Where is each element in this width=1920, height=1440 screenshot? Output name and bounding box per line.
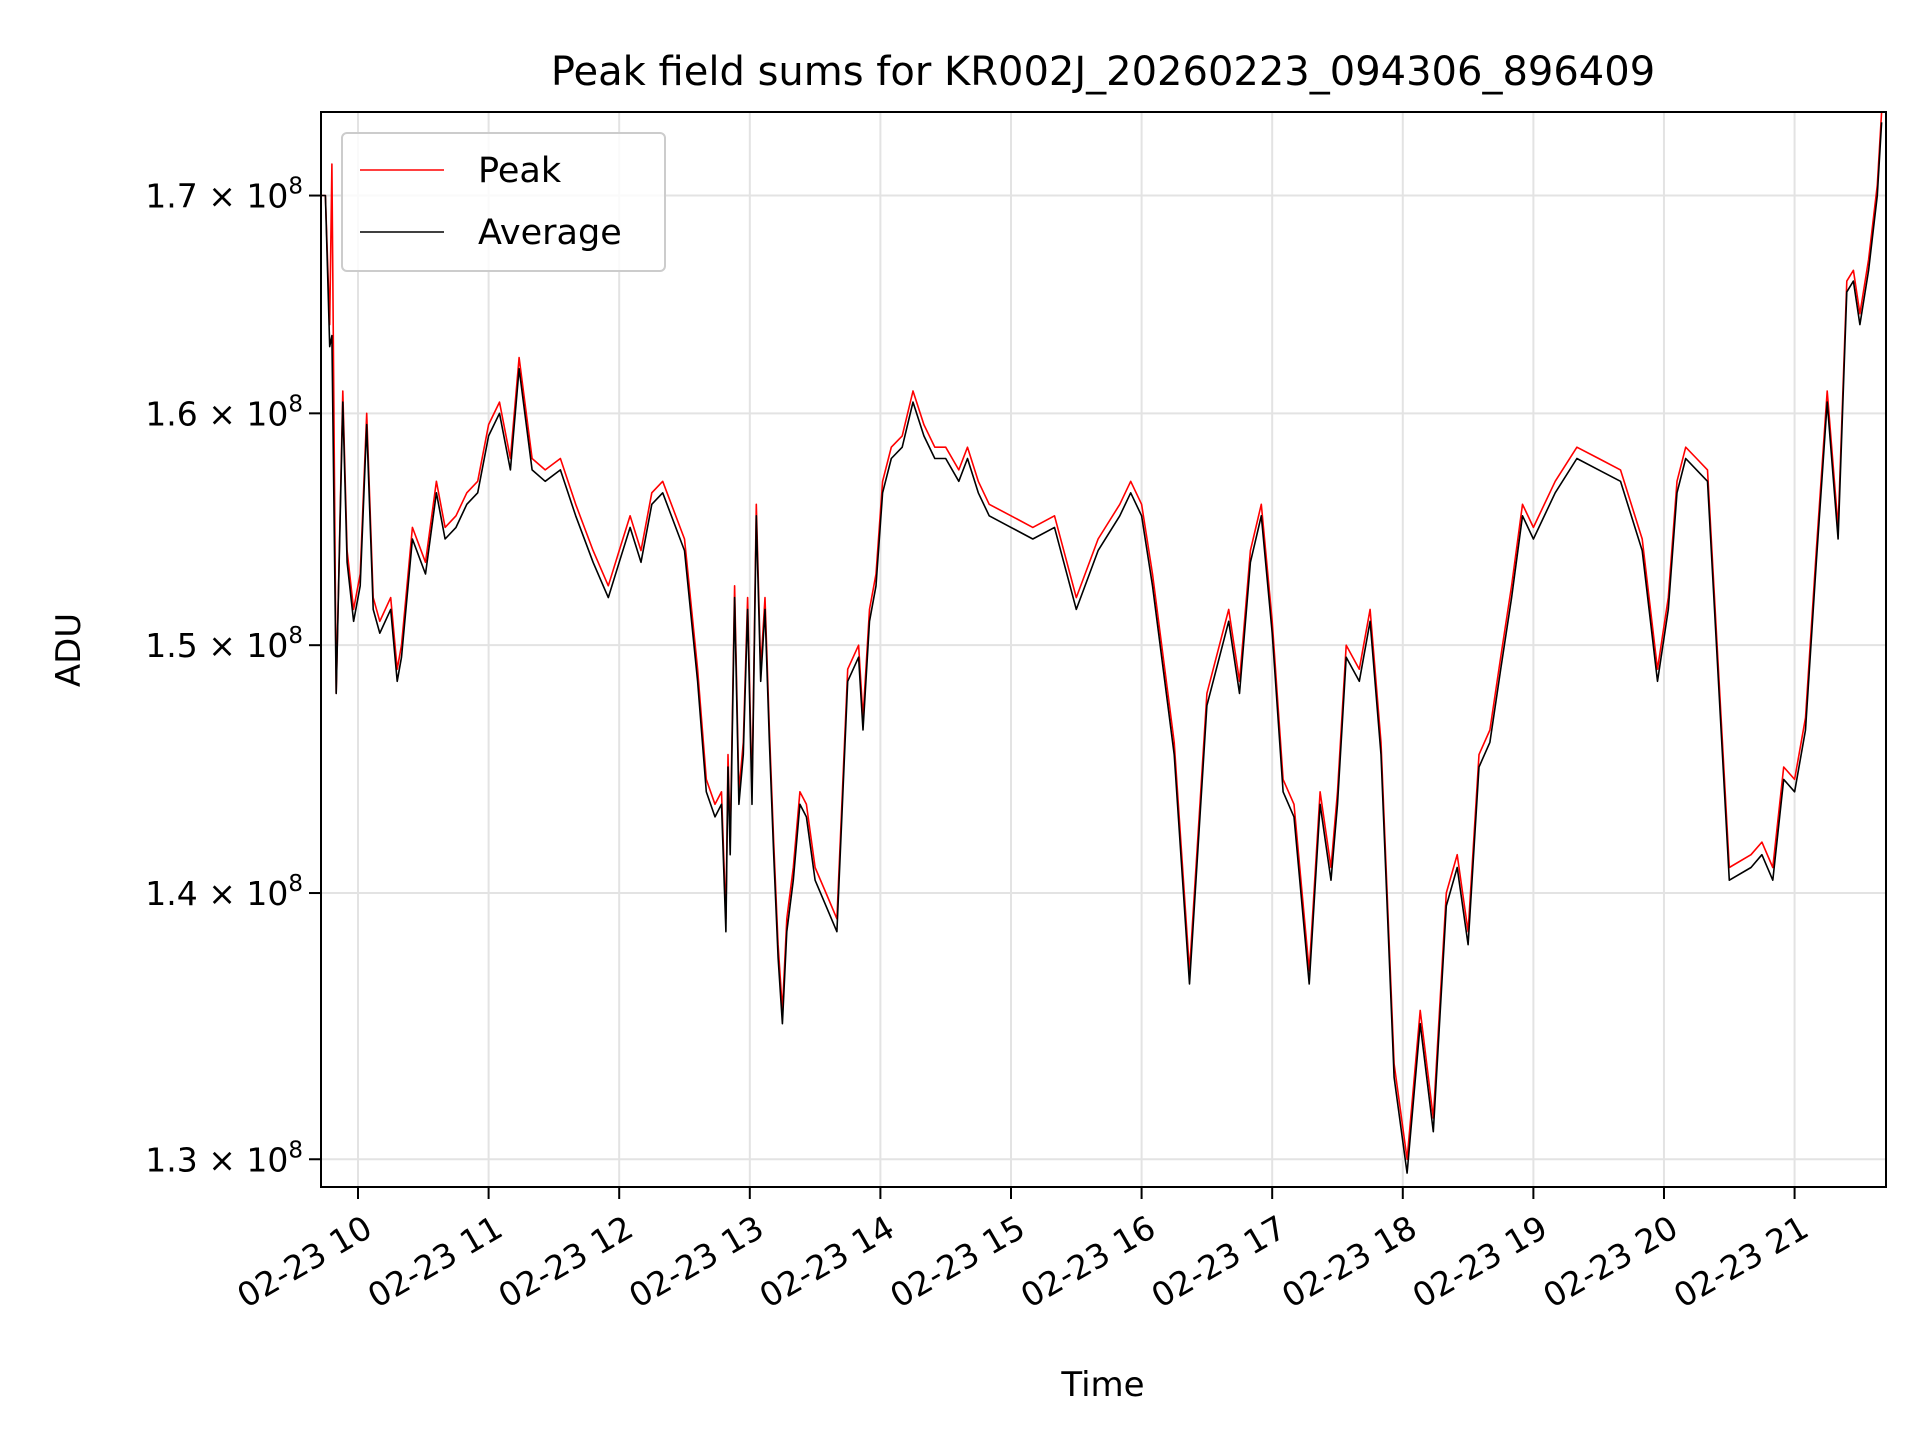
x-tick-label: 02-23 14 [753,1208,901,1316]
legend-label-peak: Peak [478,151,562,191]
x-tick-label: 02-23 11 [361,1208,509,1316]
series-line-average [321,122,1883,1174]
legend: Peak Average [341,132,666,272]
y-tick-label: 1.3 × 108 [145,1137,303,1179]
chart-title: Peak field sums for KR002J_20260223_0943… [551,49,1655,95]
y-tick-label: 1.6 × 108 [145,391,303,433]
x-tick-label: 02-23 10 [230,1208,378,1316]
plot-area-frame [320,111,1887,1188]
series-line-peak [321,111,1883,1161]
x-tick-label: 02-23 18 [1275,1208,1423,1316]
x-tick-label: 02-23 17 [1145,1208,1293,1316]
x-tick-label: 02-23 15 [883,1208,1031,1316]
y-tick-label: 1.7 × 108 [145,174,303,216]
y-tick-label: 1.5 × 108 [145,623,303,665]
x-axis-label: Time [1060,1365,1144,1405]
x-tick-label: 02-23 12 [492,1208,640,1316]
y-tick-label: 1.4 × 108 [145,871,303,913]
legend-label-average: Average [478,213,622,253]
grid-layer [321,112,1886,1187]
x-tick-label: 02-23 20 [1536,1208,1684,1316]
series-layer [321,111,1883,1174]
legend-frame [341,132,666,272]
x-tick-label: 02-23 16 [1014,1208,1162,1316]
x-tick-label: 02-23 21 [1667,1208,1815,1316]
x-tick-label: 02-23 19 [1406,1208,1554,1316]
y-axis-label: ADU [49,613,89,687]
x-tick-label: 02-23 13 [622,1208,770,1316]
